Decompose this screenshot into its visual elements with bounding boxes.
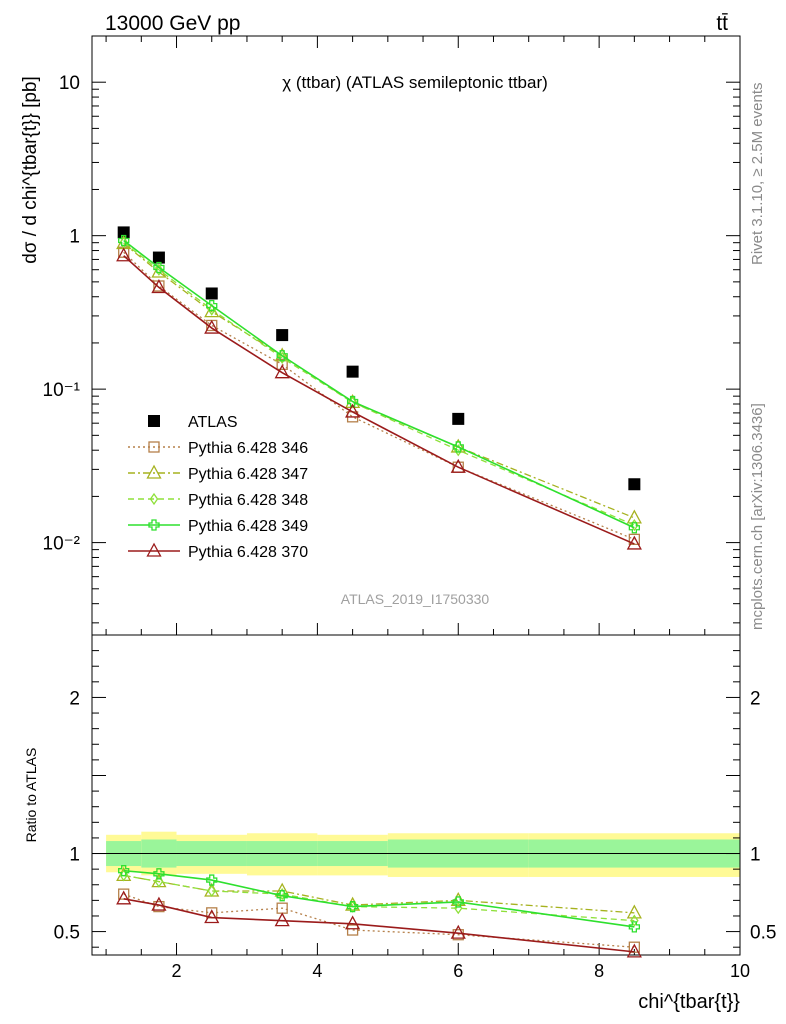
data-point — [346, 365, 359, 378]
legend-marker — [148, 441, 160, 453]
y-axis-label-ratio: Ratio to ATLAS — [23, 748, 39, 843]
data-point — [452, 412, 465, 425]
ratio-data-point — [204, 909, 220, 924]
ratio-data-point — [116, 890, 132, 905]
data-point — [206, 299, 218, 312]
ratio-series-line — [123, 893, 635, 948]
ratio-data-point — [118, 865, 130, 877]
ratio-data-point — [450, 924, 466, 939]
ratio-data-point — [346, 900, 359, 913]
legend-marker — [146, 464, 162, 479]
x-axis-label: chi^{tbar{t}} — [638, 991, 740, 1013]
ratio-data-point — [153, 868, 165, 880]
data-point — [153, 261, 165, 274]
data-point — [151, 279, 167, 294]
x-tick-label: 4 — [312, 961, 322, 981]
y-tick-label: 10⁻² — [43, 534, 81, 555]
data-point — [628, 478, 641, 491]
x-tick-label: 6 — [453, 961, 463, 981]
ratio-data-point — [630, 914, 639, 927]
x-tick-label: 8 — [594, 961, 604, 981]
y-tick-label: 1 — [69, 227, 80, 248]
ratio-data-point — [628, 921, 640, 933]
side-label-rivet: Rivet 3.1.10, ≥ 2.5M events — [749, 83, 766, 266]
legend-label: Pythia 6.428 370 — [188, 544, 308, 561]
ratio-series-line — [123, 898, 635, 953]
legend-marker — [148, 415, 160, 427]
data-point — [116, 247, 132, 262]
ratio-data-point — [626, 904, 642, 919]
data-point — [276, 358, 288, 371]
data-point — [276, 329, 289, 342]
data-point — [626, 535, 642, 550]
data-point — [452, 441, 464, 453]
side-label-mcplots: mcplots.cern.ch [arXiv:1306.3436] — [749, 403, 766, 630]
data-point — [628, 522, 640, 534]
series-line — [123, 239, 635, 529]
data-point — [274, 364, 290, 379]
ratio-y-tick-label: 0.5 — [54, 923, 80, 944]
ratio-data-point — [206, 874, 218, 886]
ratio-plot-frame — [91, 634, 741, 956]
analysis-id: ATLAS_2019_I1750330 — [341, 591, 490, 607]
ratio-y-tick-label-right: 0.5 — [750, 923, 776, 944]
chart-title: χ (ttbar) (ATLAS semileptonic ttbar) — [282, 73, 548, 92]
data-point — [450, 458, 466, 473]
ratio-series-line — [123, 874, 635, 922]
ratio-data-point — [154, 875, 164, 888]
y-tick-label: 10 — [59, 73, 80, 94]
ratio-data-point — [151, 896, 167, 911]
legend-label: Pythia 6.428 347 — [188, 466, 308, 483]
legend-label: Pythia 6.428 346 — [188, 440, 308, 457]
series-line — [123, 255, 635, 545]
ratio-data-point — [626, 943, 642, 958]
y-axis-label-main: dσ / d chi^{tbar{t}} [pb] — [20, 76, 41, 264]
ratio-data-point — [207, 884, 217, 898]
ratio-series-line — [123, 869, 635, 928]
legend-marker — [148, 519, 160, 531]
data-point — [117, 226, 130, 239]
legend-label: Pythia 6.428 348 — [188, 492, 308, 509]
ratio-y-tick-label-right: 1 — [750, 845, 761, 866]
data-point — [152, 251, 165, 264]
y-tick-label: 10⁻¹ — [43, 380, 81, 401]
data-point — [205, 287, 218, 300]
legend-marker — [149, 492, 159, 506]
ratio-y-tick-label-right: 2 — [750, 688, 761, 709]
legend-marker — [146, 542, 162, 557]
data-point — [345, 403, 361, 418]
series-line — [123, 242, 635, 526]
data-point — [118, 234, 130, 247]
ratio-data-point — [452, 896, 464, 908]
data-point — [204, 319, 220, 334]
data-point — [276, 350, 288, 362]
ratio-y-tick-label: 2 — [69, 688, 80, 709]
data-point — [628, 533, 640, 546]
ratio-series-line — [123, 874, 635, 914]
x-tick-label: 2 — [172, 961, 182, 981]
ratio-y-tick-label: 1 — [69, 845, 80, 866]
data-point — [154, 263, 164, 276]
legend-label: Pythia 6.428 349 — [188, 518, 308, 535]
energy-label: 13000 GeV pp — [105, 12, 240, 35]
legend-label: ATLAS — [188, 414, 238, 431]
ratio-data-point — [628, 941, 640, 953]
ratio-data-point — [276, 890, 288, 902]
ratio-data-point — [274, 912, 290, 927]
process-label: tt̄ — [716, 12, 728, 35]
ratio-data-point — [346, 924, 359, 936]
x-tick-label: 10 — [730, 961, 750, 981]
data-point — [277, 351, 287, 364]
data-point — [346, 395, 359, 408]
ratio-data-point — [345, 915, 361, 930]
